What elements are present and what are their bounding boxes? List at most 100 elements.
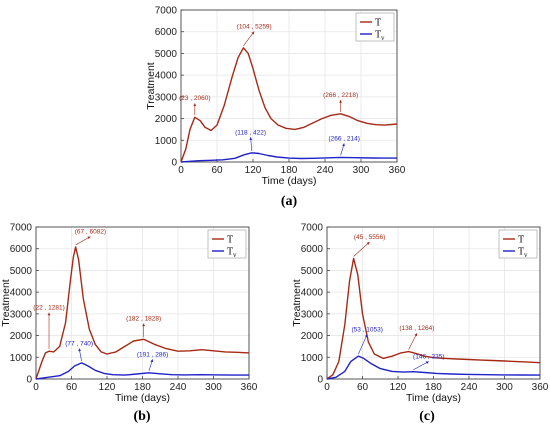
y-axis-title: Treatment <box>145 62 157 110</box>
panel-label: (c) <box>419 409 435 424</box>
x-tick-label: 240 <box>170 382 187 393</box>
legend-label: T <box>227 235 233 246</box>
x-tick-label: 300 <box>353 165 370 176</box>
annotation-arrowhead <box>251 31 255 35</box>
x-tick-label: 0 <box>324 382 330 393</box>
panel-0: 0 60 120 180 240 300 360 0 1000 2000 3000 4000 5000 6… <box>145 6 406 210</box>
x-tick-label: 360 <box>241 382 258 393</box>
x-tick-label: 300 <box>205 382 222 393</box>
x-tick-label: 180 <box>281 165 298 176</box>
annotation-arrowhead <box>150 359 154 363</box>
annotation-label: (45 , 5556) <box>354 234 385 241</box>
annotation-arrow <box>353 241 370 257</box>
annotation-arrowhead <box>193 103 197 106</box>
x-tick-label: 120 <box>245 165 262 176</box>
x-axis-title: Time (days) <box>406 392 461 404</box>
y-tick-label: 4000 <box>155 71 178 82</box>
y-tick-label: 2000 <box>301 331 324 342</box>
annotation-arrow <box>413 361 429 370</box>
y-axis-title: Treatment <box>291 279 303 327</box>
x-axis-title: Time (days) <box>115 392 170 404</box>
y-tick-label: 5000 <box>155 49 178 60</box>
y-tick-label: 7000 <box>301 223 324 234</box>
x-tick-label: 360 <box>389 165 406 176</box>
x-tick-label: 240 <box>461 382 478 393</box>
legend: TT v <box>498 229 538 259</box>
y-tick-label: 1000 <box>10 353 33 364</box>
x-tick-label: 60 <box>357 382 369 393</box>
legend-box <box>207 229 247 259</box>
y-tick-label: 3000 <box>10 309 33 320</box>
x-tick-label: 300 <box>496 382 513 393</box>
annotation-label: (22 , 1281) <box>33 305 64 312</box>
legend-box <box>355 12 395 42</box>
series-line-Tv <box>35 362 249 380</box>
legend-box <box>498 229 538 259</box>
series-line-T <box>326 257 541 380</box>
panel-label: (a) <box>281 194 298 209</box>
y-tick-label: 4000 <box>301 288 324 299</box>
annotation-arrowhead <box>78 348 82 352</box>
annotation-arrow <box>243 31 255 46</box>
y-tick-label: 5000 <box>301 266 324 277</box>
annotation-arrowhead <box>364 334 368 338</box>
legend-label-subscript: v <box>524 251 528 259</box>
annotation-arrowhead <box>47 312 51 316</box>
annotation-arrow <box>358 334 368 355</box>
annotation-arrowhead <box>414 333 418 337</box>
x-tick-label: 180 <box>425 382 442 393</box>
y-tick-label: 3000 <box>155 92 178 103</box>
y-tick-label: 6000 <box>10 244 33 255</box>
x-tick-label: 120 <box>390 382 407 393</box>
y-tick-label: 7000 <box>10 223 33 234</box>
x-axis-title: Time (days) <box>261 175 316 187</box>
annotation-arrowhead <box>366 242 370 245</box>
annotation-label: (118 , 422) <box>235 129 266 136</box>
annotation-arrow <box>408 333 418 350</box>
x-tick-label: 360 <box>532 382 549 393</box>
legend-label-subscript: v <box>233 251 237 259</box>
y-tick-label: 0 <box>26 375 32 386</box>
annotation-label: (23 , 2060) <box>179 95 210 102</box>
annotation-label: (77 , 740) <box>65 340 93 347</box>
legend: TT v <box>355 12 395 42</box>
legend-label: T <box>518 247 524 258</box>
annotation-label: (53 , 1053) <box>352 326 383 333</box>
x-tick-label: 120 <box>99 382 116 393</box>
x-tick-label: 60 <box>66 382 78 393</box>
annotation-label: (104 , 5259) <box>237 24 272 31</box>
y-tick-label: 3000 <box>301 309 324 320</box>
annotation-label: (182 , 1828) <box>126 315 161 322</box>
y-tick-label: 0 <box>171 158 177 169</box>
annotation-arrowhead <box>249 137 253 141</box>
annotation-label: (191 , 286) <box>137 351 168 358</box>
x-tick-label: 0 <box>33 382 39 393</box>
annotation-arrowhead <box>342 143 345 147</box>
y-tick-label: 7000 <box>155 6 178 17</box>
annotation-label: (67 , 6082) <box>75 229 106 236</box>
annotation-arrowhead <box>425 361 429 364</box>
annotation-label: (266 , 214) <box>328 135 359 142</box>
annotation-label: (138 , 1264) <box>399 325 434 332</box>
annotation-arrowhead <box>142 323 146 327</box>
annotation-arrowhead <box>339 99 343 103</box>
y-tick-label: 6000 <box>301 244 324 255</box>
x-tick-label: 180 <box>134 382 151 393</box>
y-tick-label: 2000 <box>155 114 178 125</box>
y-tick-label: 2000 <box>10 331 33 342</box>
x-tick-label: 60 <box>211 165 223 176</box>
legend-label-subscript: v <box>381 34 385 42</box>
x-tick-label: 240 <box>317 165 334 176</box>
y-tick-label: 0 <box>317 375 323 386</box>
y-axis-title: Treatment <box>0 279 12 327</box>
panel-label: (b) <box>133 409 150 424</box>
y-tick-label: 6000 <box>155 27 178 38</box>
y-tick-label: 1000 <box>155 136 178 147</box>
legend: TT v <box>207 229 247 259</box>
panel-2: 0 60 120 180 240 300 360 0 1000 2000 3000 4000 5000 6… <box>291 223 549 425</box>
legend-label: T <box>375 30 381 41</box>
legend-label: T <box>518 235 524 246</box>
y-tick-label: 4000 <box>10 288 33 299</box>
x-tick-label: 0 <box>178 165 184 176</box>
